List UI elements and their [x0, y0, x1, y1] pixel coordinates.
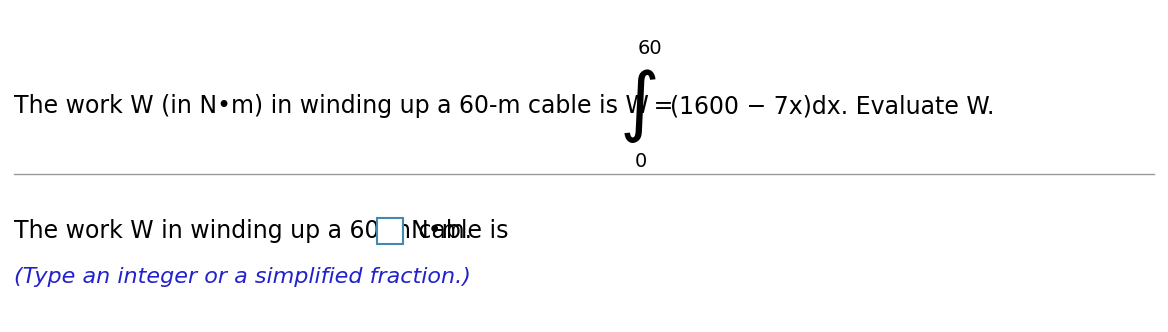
Bar [377, 218, 403, 244]
Text: (1600 − 7x)dx. Evaluate W.: (1600 − 7x)dx. Evaluate W. [670, 94, 994, 118]
Text: The work W (in N•m) in winding up a 60-m cable is W =: The work W (in N•m) in winding up a 60-m… [14, 94, 674, 118]
Text: N•m.: N•m. [411, 219, 473, 243]
Text: The work W in winding up a 60-m cable is: The work W in winding up a 60-m cable is [14, 219, 508, 243]
Text: (Type an integer or a simplified fraction.): (Type an integer or a simplified fractio… [14, 267, 471, 287]
Text: 60: 60 [638, 39, 662, 58]
Text: $\int$: $\int$ [619, 67, 656, 145]
Text: 0: 0 [635, 152, 647, 171]
